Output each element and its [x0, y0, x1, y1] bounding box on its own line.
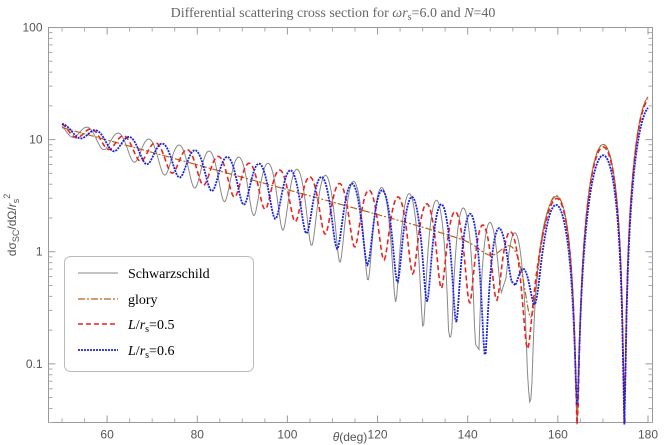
- y-tick-label-10: 10: [29, 133, 43, 147]
- y-tick-label-1: 1: [36, 245, 43, 259]
- x-axis-label: θ(deg): [333, 430, 368, 444]
- x-tick-label-100: 100: [277, 428, 297, 442]
- title-omega: ω: [392, 6, 402, 21]
- title-part-4: =6.0 and: [412, 6, 465, 21]
- legend-3-L: L: [127, 344, 136, 359]
- title-part-6: =40: [474, 6, 496, 21]
- legend-label-l06: L/rs=0.6: [127, 344, 174, 361]
- legend-1-text: glory: [128, 293, 158, 308]
- legend-3-s: s: [145, 350, 149, 361]
- legend-2-L: L: [127, 318, 136, 333]
- legend: Schwarzschild glory L/rs=0.5 L/rs=0.6: [64, 256, 254, 372]
- legend-0-text: Schwarzschild: [128, 267, 210, 282]
- series-line-2: [61, 98, 649, 425]
- legend-label-glory: glory: [128, 293, 158, 308]
- series-line-3: [61, 107, 649, 425]
- ylabel-d-omega: /dΩ/: [5, 207, 19, 230]
- legend-3-r: r: [140, 344, 146, 359]
- chart-title: Differential scattering cross section fo…: [171, 6, 496, 23]
- plot-frame: [48, 27, 653, 423]
- x-tick-label-140: 140: [458, 428, 478, 442]
- title-r: r: [402, 6, 408, 21]
- axis-ticks: [48, 27, 653, 423]
- x-tick-label-180: 180: [638, 428, 658, 442]
- xlabel-unit: (deg): [339, 430, 367, 444]
- title-part-0: Differential scattering cross section fo…: [171, 6, 393, 21]
- legend-2-r: r: [140, 318, 146, 333]
- axis-tick-labels: 60 80 100 120 140 160 180 0.1 1 10 100: [22, 21, 658, 442]
- x-tick-label-160: 160: [548, 428, 568, 442]
- ylabel-d-sigma: dσ: [5, 242, 19, 257]
- x-tick-label-80: 80: [191, 428, 205, 442]
- y-tick-label-100: 100: [22, 21, 42, 35]
- x-tick-label-60: 60: [100, 428, 114, 442]
- series-line-0: [61, 96, 649, 425]
- y-axis-label: dσSC/dΩ/rs2: [2, 194, 21, 256]
- y-tick-label-0.1: 0.1: [26, 357, 43, 371]
- ylabel-r: r: [5, 202, 19, 207]
- xlabel-theta: θ: [333, 430, 340, 444]
- legend-label-schwarzschild: Schwarzschild: [128, 267, 210, 282]
- title-N: N: [463, 6, 474, 21]
- legend-box: [64, 256, 254, 372]
- series-line-1: [61, 96, 649, 425]
- title-sub-s: s: [408, 12, 412, 23]
- ylabel-sub-sc: SC: [11, 229, 21, 242]
- ylabel-sub-s: s: [11, 198, 21, 203]
- series-curves: [61, 96, 649, 425]
- legend-2-slash: /: [136, 318, 140, 333]
- x-tick-label-120: 120: [368, 428, 388, 442]
- ylabel-sup-2: 2: [2, 194, 12, 199]
- legend-2-val: =0.5: [149, 318, 174, 333]
- legend-3-slash: /: [136, 344, 140, 359]
- legend-label-l05: L/rs=0.5: [127, 318, 174, 335]
- legend-3-val: =0.6: [149, 344, 174, 359]
- legend-2-s: s: [145, 324, 149, 335]
